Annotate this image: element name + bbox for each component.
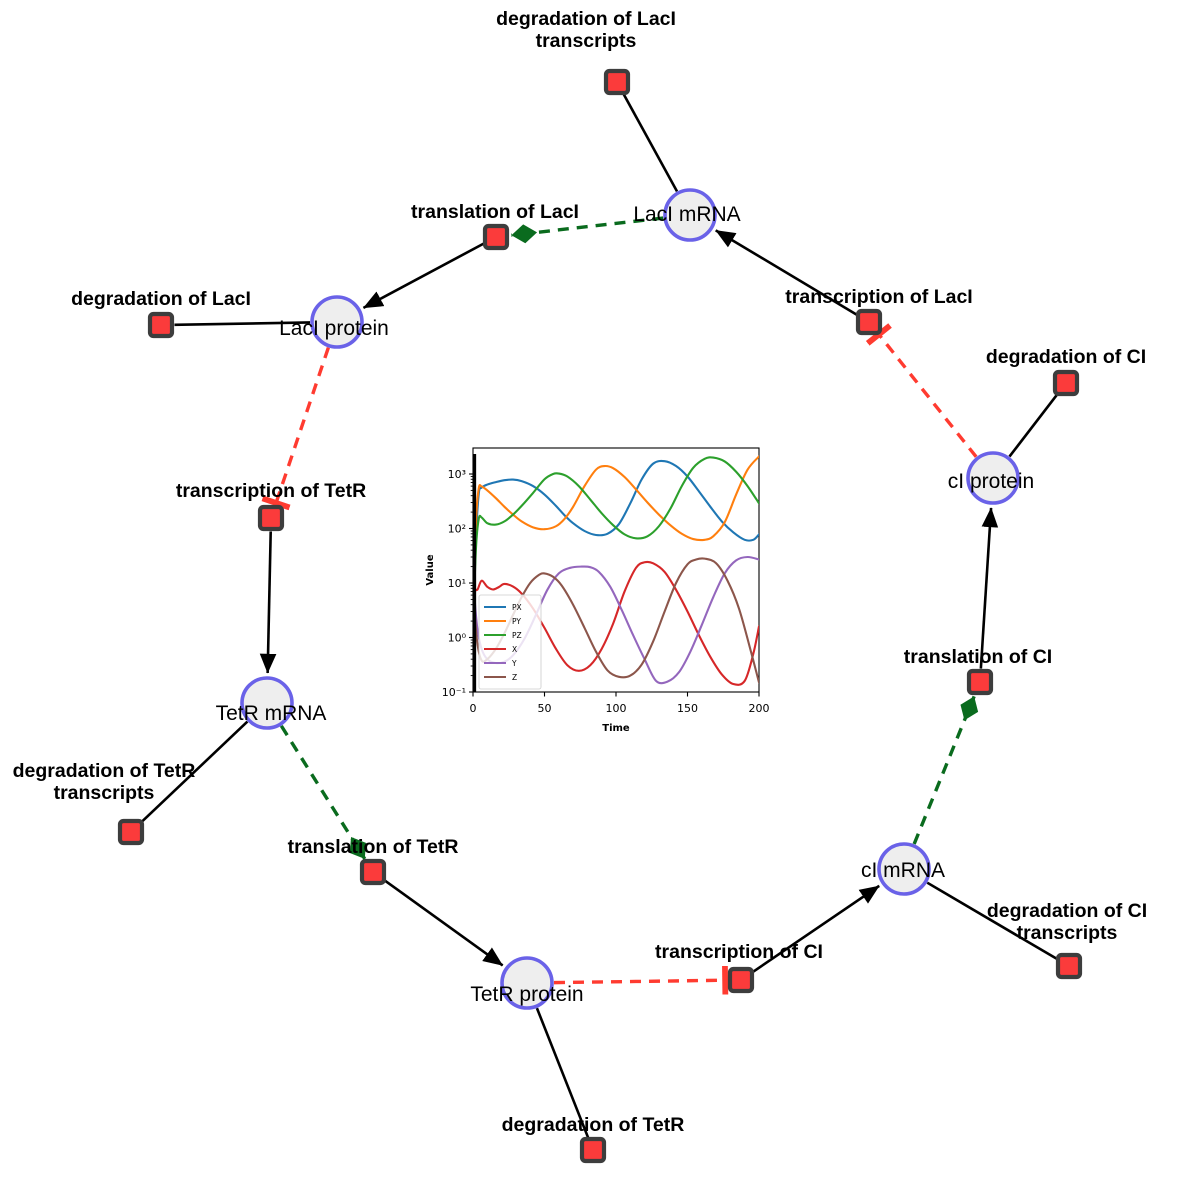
edge-laci_prot-to-deg_laci — [174, 321, 311, 327]
species-label-laci_mrna: LacI mRNA — [633, 203, 741, 226]
edge-laci_mrna-to-deg_laci_transcripts — [622, 93, 679, 192]
reaction-label-deg_ci_transcripts: degradation of CI transcripts — [986, 900, 1148, 945]
legend-label-PX: PX — [512, 603, 522, 612]
reaction-label-line: degradation of LacI — [71, 288, 251, 311]
y-tick-label: 10² — [448, 523, 466, 536]
species-label-ci_mrna: cI mRNA — [861, 859, 945, 882]
reaction-label-translation_ci: translation of CI — [903, 646, 1053, 669]
legend-label-Y: Y — [511, 659, 517, 668]
edge-ci_mrna-to-translation_ci — [912, 695, 979, 845]
x-tick-label: 150 — [677, 702, 698, 715]
edge-translation_ci-to-ci_prot — [979, 507, 999, 669]
reaction-node-deg_laci[interactable] — [147, 311, 175, 339]
reaction-label-line: degradation of CI — [986, 900, 1148, 923]
species-node-laci_mrna[interactable] — [663, 188, 717, 242]
y-tick-label: 10¹ — [448, 577, 466, 590]
reaction-label-line: transcripts — [535, 30, 637, 52]
reaction-label-line: degradation of CI — [985, 346, 1147, 369]
legend-label-X: X — [512, 645, 517, 654]
edge-translation_laci-to-laci_prot — [362, 242, 485, 310]
x-axis-label: Time — [602, 723, 630, 734]
edge-ci_prot-to-transcription_laci — [865, 323, 978, 458]
inset-timeseries-plot: 10⁻¹ 10⁰ 10¹ 10² 10³ 0 50 100 150 200 Time Value PX P… — [411, 434, 771, 752]
reaction-label-line: translation of TetR — [287, 836, 459, 859]
reaction-node-deg_tetr[interactable] — [579, 1136, 607, 1164]
species-node-ci_mrna[interactable] — [877, 842, 931, 896]
reaction-label-line: transcripts — [53, 782, 155, 804]
x-tick-label: 50 — [538, 702, 552, 715]
reaction-label-deg_ci: degradation of CI — [985, 346, 1147, 369]
reaction-node-deg_laci_transcripts[interactable] — [603, 68, 631, 96]
reaction-label-line: degradation of LacI — [496, 8, 676, 31]
series-line-PY — [473, 455, 759, 629]
species-label-laci_prot: LacI protein — [279, 317, 389, 340]
reaction-label-deg_laci: degradation of LacI — [71, 288, 251, 311]
species-label-ci_prot: cI protein — [947, 470, 1035, 493]
reaction-node-translation_ci[interactable] — [966, 668, 994, 696]
x-tick-label: 0 — [470, 702, 477, 715]
reaction-node-deg_ci_transcripts[interactable] — [1055, 952, 1083, 980]
reaction-node-deg_tetr_transcripts[interactable] — [117, 818, 145, 846]
edge-ci_mrna-to-deg_ci_transcripts — [926, 881, 1059, 961]
reaction-label-line: transcripts — [1016, 922, 1118, 944]
node-layer — [117, 68, 1083, 1164]
reaction-label-transcription_laci: transcription of LacI — [785, 286, 973, 309]
y-tick-label: 10⁻¹ — [442, 686, 466, 699]
reaction-label-line: degradation of TetR — [501, 1114, 685, 1137]
reaction-label-transcription_tetr: transcription of TetR — [175, 480, 367, 503]
species-node-tetr_mrna[interactable] — [240, 676, 294, 730]
reaction-node-deg_ci[interactable] — [1052, 369, 1080, 397]
reaction-label-line: translation of LacI — [411, 201, 579, 224]
edge-transcription_tetr-to-tetr_mrna — [259, 531, 277, 674]
legend-label-Z: Z — [512, 673, 517, 682]
edge-transcription_laci-to-laci_mrna — [715, 229, 859, 317]
edge-tetr_mrna-to-translation_tetr — [279, 724, 367, 860]
species-node-laci_prot[interactable] — [310, 295, 364, 349]
species-node-tetr_prot[interactable] — [500, 956, 554, 1010]
x-tick-label: 200 — [749, 702, 770, 715]
edge-tetr_prot-to-transcription_ci — [553, 965, 729, 995]
edge-transcription_ci-to-ci_mrna — [751, 884, 880, 974]
edge-ci_prot-to-deg_ci — [1008, 392, 1059, 458]
reaction-node-transcription_laci[interactable] — [855, 308, 883, 336]
reaction-label-transcription_ci: transcription of CI — [655, 941, 823, 964]
legend-label-PY: PY — [512, 617, 521, 626]
species-node-ci_prot[interactable] — [966, 451, 1020, 505]
edge-laci_prot-to-transcription_tetr — [261, 347, 330, 511]
reaction-label-deg_tetr_transcripts: degradation of TetR transcripts — [12, 760, 196, 805]
reaction-node-translation_laci[interactable] — [482, 223, 510, 251]
y-tick-label: 10³ — [448, 468, 466, 481]
edge-tetr_prot-to-deg_tetr — [535, 1007, 590, 1138]
edge-layer — [139, 93, 1059, 1138]
series-line-PZ — [473, 456, 759, 633]
edge-tetr_mrna-to-deg_tetr_transcripts — [139, 720, 249, 824]
x-tick-label: 100 — [606, 702, 627, 715]
reaction-node-transcription_ci[interactable] — [727, 966, 755, 994]
y-tick-label: 10⁰ — [448, 632, 467, 645]
reaction-node-transcription_tetr[interactable] — [257, 504, 285, 532]
legend-label-PZ: PZ — [512, 631, 522, 640]
series-line-X — [473, 560, 759, 686]
reaction-label-deg_tetr: degradation of TetR — [501, 1114, 685, 1137]
reaction-label-line: transcription of TetR — [175, 480, 367, 503]
plot-legend: PX PY PZ XYZ — [478, 594, 542, 690]
reaction-label-line: transcription of LacI — [785, 286, 973, 309]
species-label-tetr_prot: TetR protein — [470, 983, 584, 1006]
reaction-label-line: degradation of TetR — [12, 760, 196, 783]
legend-box — [478, 594, 542, 690]
species-label-tetr_mrna: TetR mRNA — [215, 702, 327, 725]
reaction-label-line: transcription of CI — [655, 941, 823, 964]
reaction-label-deg_laci_transcripts: degradation of LacI transcripts — [496, 8, 676, 53]
reaction-label-translation_tetr: translation of TetR — [287, 836, 459, 859]
edge-translation_tetr-to-tetr_prot — [383, 878, 504, 967]
edge-laci_mrna-to-translation_laci — [511, 216, 664, 244]
reaction-label-line: translation of CI — [903, 646, 1053, 669]
series-line-PX — [473, 459, 759, 629]
reaction-label-translation_laci: translation of LacI — [411, 201, 579, 224]
y-axis-label: Value — [425, 554, 436, 585]
reaction-node-translation_tetr[interactable] — [359, 858, 387, 886]
